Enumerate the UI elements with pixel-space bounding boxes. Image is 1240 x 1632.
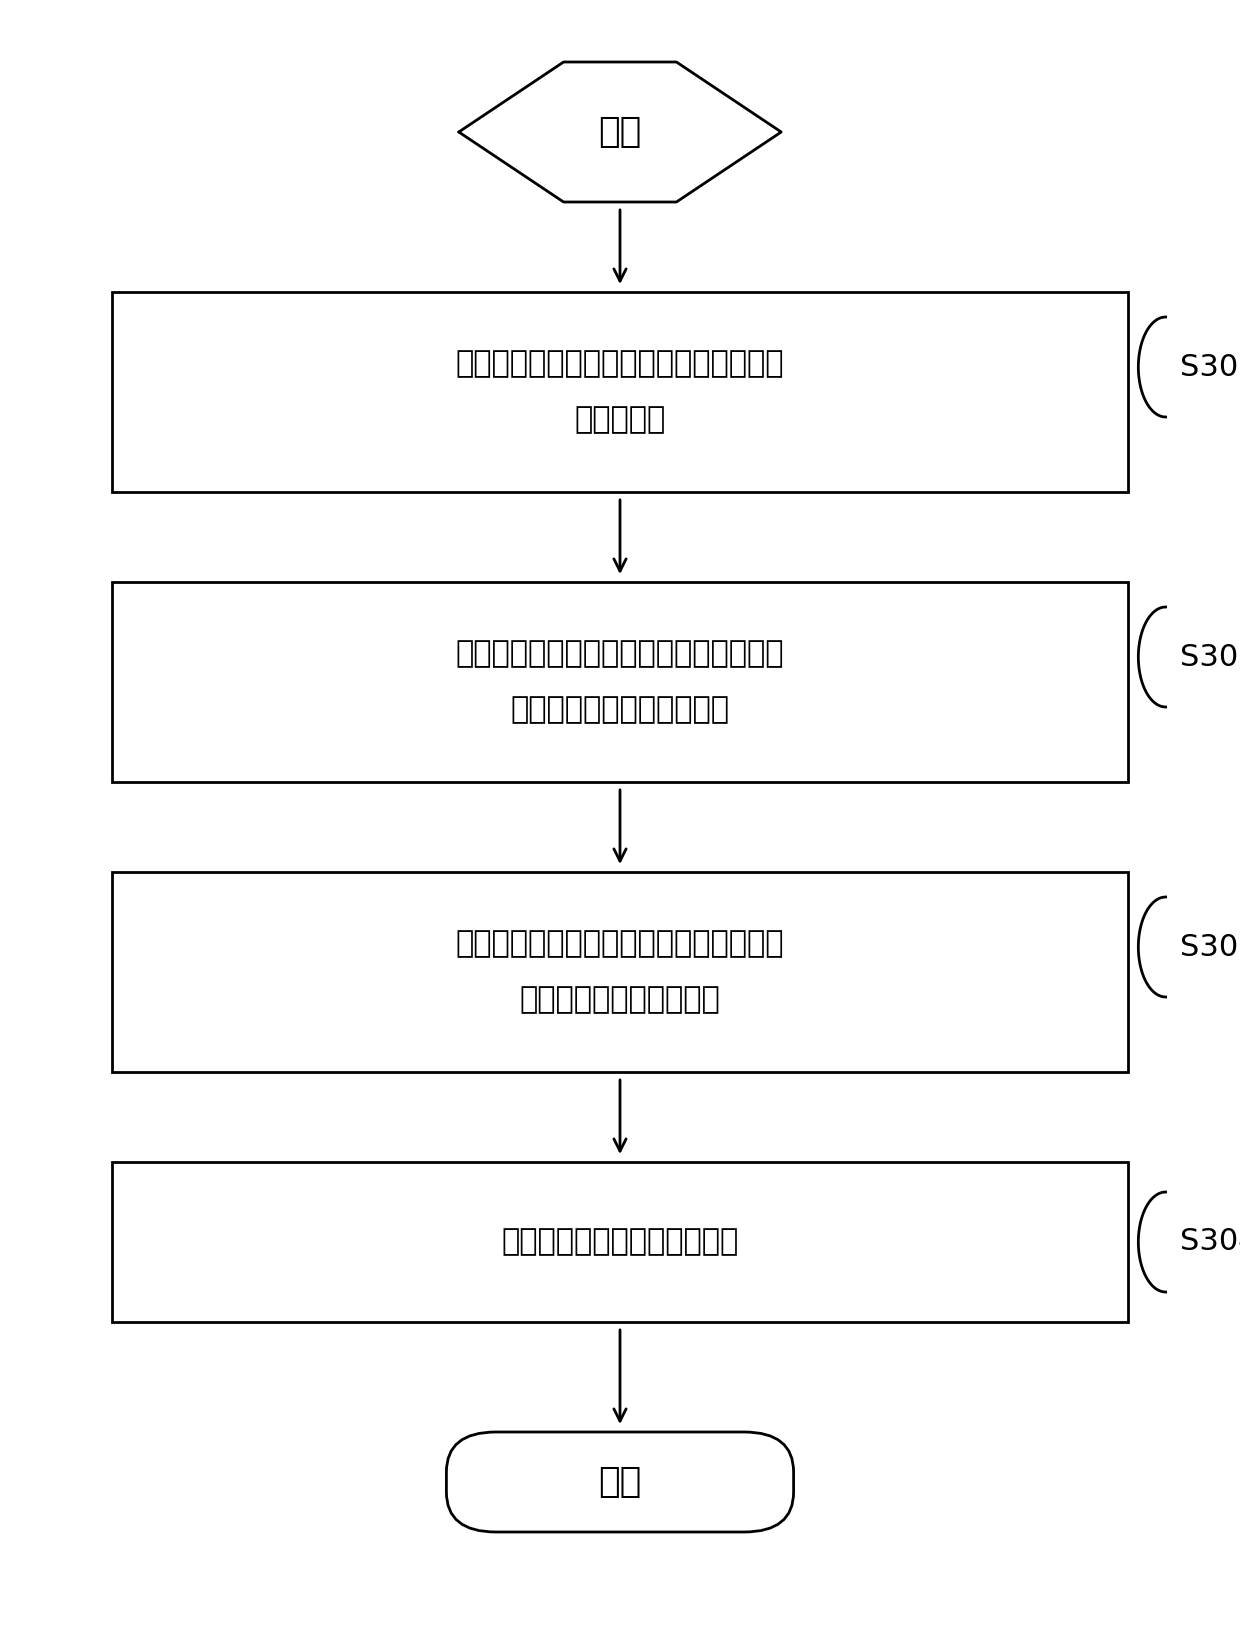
FancyBboxPatch shape	[446, 1431, 794, 1532]
Text: S302: S302	[1180, 643, 1240, 671]
Text: 根据游戏角色特征对第一声音的特征信息: 根据游戏角色特征对第一声音的特征信息	[456, 930, 784, 958]
Bar	[112, 871, 1128, 1072]
Text: 结束: 结束	[599, 1466, 641, 1500]
Text: 开始: 开始	[599, 114, 641, 149]
Text: S301: S301	[1180, 353, 1240, 382]
Text: S303: S303	[1180, 932, 1240, 961]
Text: S304: S304	[1180, 1227, 1240, 1257]
Text: 获取用户控制的游戏角色信息，根据游戏: 获取用户控制的游戏角色信息，根据游戏	[456, 640, 784, 669]
Bar	[112, 583, 1128, 782]
Text: 的特征信息: 的特征信息	[574, 405, 666, 434]
Text: 通过游戏角色，输出第二声音: 通过游戏角色，输出第二声音	[501, 1227, 739, 1257]
Text: 获取用户输入的第一声音，提取第一声音: 获取用户输入的第一声音，提取第一声音	[456, 349, 784, 379]
Text: 角色信息分析游戏角色特征: 角色信息分析游戏角色特征	[511, 695, 729, 725]
Bar	[112, 1162, 1128, 1322]
Bar	[112, 292, 1128, 491]
Text: 进行处理，生成第二声音: 进行处理，生成第二声音	[520, 986, 720, 1015]
